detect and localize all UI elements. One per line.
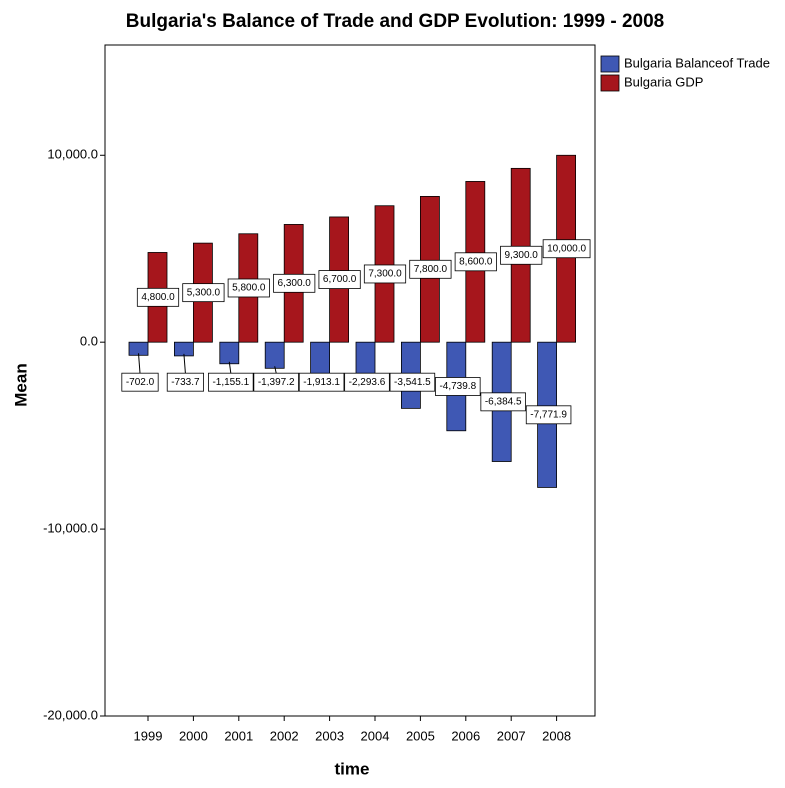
leader-line [183, 353, 186, 374]
leader-line [138, 353, 141, 374]
value-label-box [500, 245, 543, 265]
value-label: 5,300.0 [187, 287, 221, 298]
plot-frame [104, 44, 596, 717]
value-label-box [389, 372, 436, 392]
x-tick-label: 2003 [315, 728, 344, 743]
value-label-box [208, 372, 254, 392]
x-tick-label: 2008 [542, 728, 571, 743]
legend-swatch [600, 55, 620, 73]
value-label: -6,384.5 [485, 396, 522, 407]
leader-line [228, 361, 232, 374]
value-label: 8,600.0 [459, 256, 493, 267]
x-tick-label: 2000 [179, 728, 208, 743]
x-tick-label: 1999 [134, 728, 163, 743]
y-axis-title: Mean [11, 363, 30, 406]
value-label: -1,155.1 [212, 377, 249, 388]
value-label: 4,800.0 [141, 292, 175, 303]
value-label-box [454, 252, 497, 272]
value-label-box [166, 372, 204, 392]
value-label: -4,739.8 [439, 381, 476, 392]
bar [264, 341, 285, 369]
x-tick-label: 2007 [497, 728, 526, 743]
value-label: 6,300.0 [278, 278, 312, 289]
value-label-box [363, 264, 407, 284]
legend-label: Bulgaria Balanceof Trade [624, 55, 770, 70]
x-tick-label: 2004 [361, 728, 390, 743]
value-label-box [253, 372, 299, 392]
value-label-box [136, 287, 180, 307]
legend-label: Bulgaria GDP [624, 74, 703, 89]
value-label-box [273, 273, 316, 293]
value-label-box [409, 259, 452, 279]
y-tick-label: -20,000.0 [43, 707, 98, 722]
value-label: 7,300.0 [368, 269, 402, 280]
legend-swatch [600, 74, 620, 92]
chart-title: Bulgaria's Balance of Trade and GDP Evol… [126, 11, 664, 32]
value-label-box [542, 239, 591, 259]
value-label: 6,700.0 [323, 274, 357, 285]
value-label-box [182, 283, 225, 303]
value-label: -733.7 [171, 377, 200, 388]
value-label: -1,397.2 [258, 377, 295, 388]
value-label-box [480, 392, 526, 412]
value-label: -2,293.6 [349, 377, 386, 388]
bar [219, 341, 240, 365]
value-label: -1,913.1 [303, 377, 340, 388]
bar [173, 341, 194, 357]
value-label-box [344, 372, 390, 392]
bar [310, 341, 331, 379]
value-label-box [298, 372, 345, 392]
value-label: -702.0 [126, 377, 155, 388]
x-tick-label: 2005 [406, 728, 435, 743]
value-label-box [121, 372, 159, 392]
value-label: 10,000.0 [547, 243, 586, 254]
value-label: 9,300.0 [505, 250, 539, 261]
x-tick-label: 2002 [270, 728, 299, 743]
value-label-box [525, 405, 572, 425]
x-tick-label: 2006 [451, 728, 480, 743]
value-label: 5,800.0 [232, 283, 266, 294]
value-label: 7,800.0 [414, 264, 448, 275]
value-label: -7,771.9 [530, 409, 567, 420]
x-axis-title: time [335, 759, 370, 778]
x-tick-label: 2001 [224, 728, 253, 743]
y-tick-label: 0.0 [80, 334, 98, 349]
y-tick-label: -10,000.0 [43, 521, 98, 536]
value-label: -3,541.5 [394, 377, 431, 388]
value-label-box [318, 270, 361, 289]
value-label-box [227, 278, 270, 298]
y-tick-label: 10,000.0 [47, 147, 98, 162]
value-label-box [435, 377, 481, 396]
leader-line [274, 366, 277, 374]
